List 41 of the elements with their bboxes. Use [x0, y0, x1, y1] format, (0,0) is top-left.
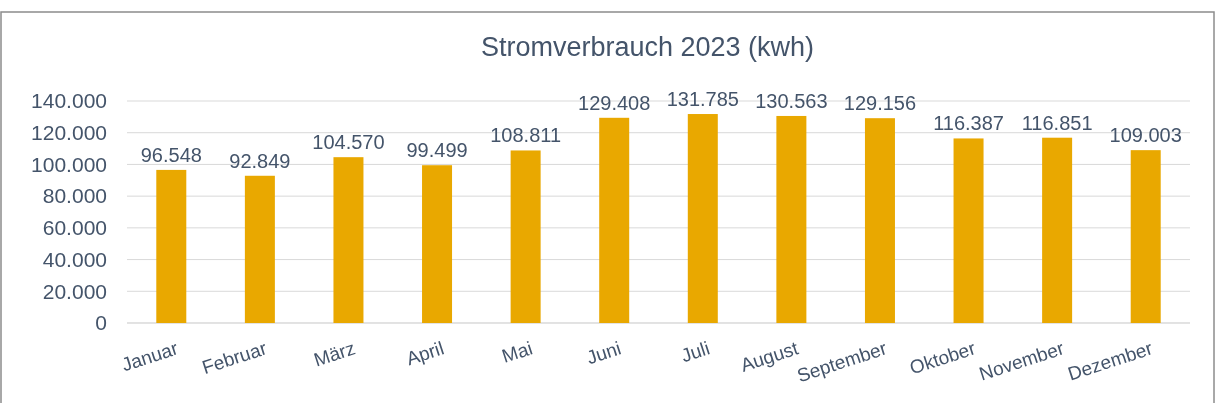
x-tick-label: Mai [499, 337, 535, 367]
data-label: 104.570 [312, 131, 385, 154]
bar [1130, 150, 1161, 323]
bar [510, 150, 541, 323]
bar [687, 114, 718, 323]
data-label: 99.499 [406, 139, 468, 162]
x-tick-label: April [403, 337, 447, 370]
data-label: 129.156 [843, 92, 917, 115]
y-tick-label: 140.000 [31, 89, 107, 113]
bar [333, 157, 364, 323]
bar [864, 118, 895, 323]
bar [244, 175, 275, 323]
bar [1042, 137, 1073, 323]
x-tick-label: Februar [199, 337, 270, 379]
data-label: 116.387 [933, 112, 1004, 135]
y-tick-label: 0 [95, 311, 107, 335]
bar [156, 169, 187, 323]
data-label: 130.563 [755, 89, 828, 112]
x-tick-label: März [311, 337, 358, 371]
data-label: 116.851 [1021, 111, 1093, 134]
data-label: 131.785 [666, 88, 739, 111]
bar [776, 115, 807, 323]
x-tick-label: Oktober [907, 337, 979, 379]
bar [599, 117, 630, 323]
bar [422, 165, 453, 323]
data-label: 96.548 [140, 143, 202, 166]
x-tick-label: Juli [678, 337, 713, 367]
chart-title: Stromverbrauch 2023 (kwh) [480, 32, 815, 62]
x-tick-label: Januar [118, 337, 182, 376]
y-tick-label: 40.000 [42, 247, 107, 271]
data-label: 92.849 [229, 149, 291, 172]
y-tick-label: 80.000 [42, 184, 107, 208]
y-tick-label: 100.000 [31, 152, 107, 176]
data-label: 129.408 [578, 91, 651, 114]
bar [953, 138, 984, 323]
data-label: 108.811 [490, 124, 562, 147]
data-label: 109.003 [1109, 124, 1182, 147]
y-tick-label: 20.000 [42, 279, 107, 303]
y-tick-label: 60.000 [42, 216, 107, 240]
x-tick-label: Juni [583, 337, 624, 369]
y-tick-label: 120.000 [31, 121, 107, 145]
